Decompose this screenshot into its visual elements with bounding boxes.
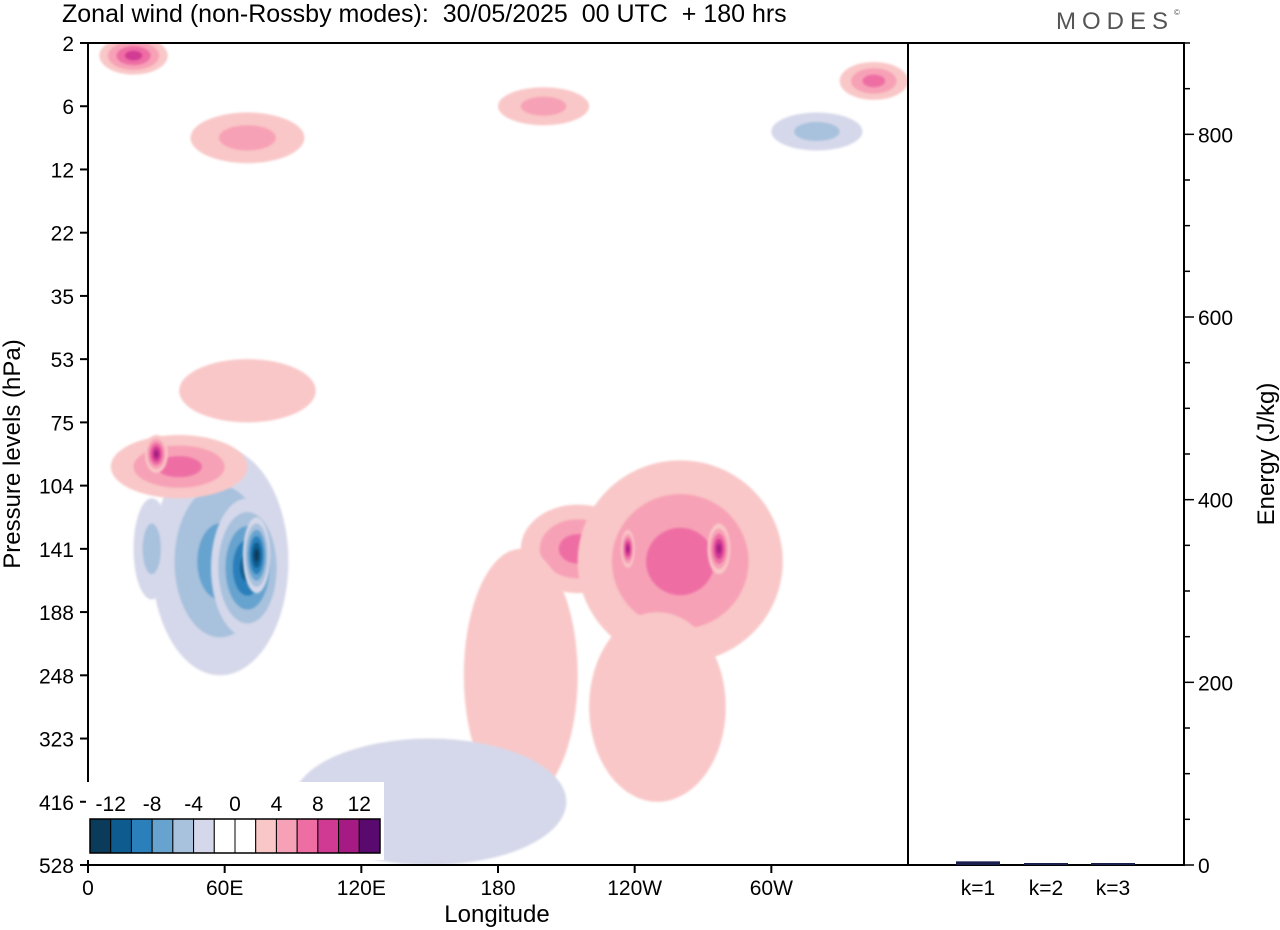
colorbar-label: -4 — [184, 793, 203, 816]
energy-bar-label: k=3 — [1096, 877, 1130, 900]
colorbar-swatch — [255, 818, 277, 854]
x-tick-label: 120W — [607, 877, 662, 900]
x-axis-label: Longitude — [444, 901, 549, 928]
colorbar-swatch — [213, 818, 236, 854]
colorbar-swatch — [172, 818, 195, 854]
colorbar-label: 8 — [312, 793, 324, 816]
y-tick-label: 248 — [39, 665, 74, 688]
wind-region — [589, 612, 726, 802]
energy-axis: 0 200 400 600 800 — [1184, 42, 1233, 878]
energy-tick-label: 600 — [1198, 307, 1233, 330]
x-axis: 0 60E 120E 180 120W 60W — [82, 865, 793, 900]
energy-tick-label: 800 — [1198, 124, 1233, 147]
y-tick-label: 12 — [51, 159, 74, 182]
energy-bar-label: k=2 — [1029, 877, 1063, 900]
wind-region — [794, 122, 840, 142]
y-axis: 2 6 12 22 35 53 75 104 141 188 248 323 416 528 — [39, 33, 88, 878]
wind-region — [254, 548, 259, 562]
energy-tick-label: 200 — [1198, 672, 1233, 695]
wind-region — [142, 523, 161, 575]
colorbar-swatch — [358, 818, 381, 854]
logo-text: MODES — [1056, 8, 1175, 35]
y-tick-label: 104 — [39, 476, 74, 499]
x-tick-label: 0 — [82, 877, 94, 900]
y-tick-label: 416 — [39, 792, 74, 815]
wind-contours — [99, 43, 908, 865]
logo-mark: © — [1174, 8, 1180, 17]
energy-tick-label: 400 — [1198, 490, 1233, 513]
colorbar: -12 -8 -4 0 4 8 12 — [86, 782, 384, 860]
colorbar-label: 0 — [229, 793, 241, 816]
y-tick-label: 2 — [62, 33, 74, 56]
wind-region — [154, 450, 159, 458]
y-axis-label: Pressure levels (hPa) — [0, 339, 26, 568]
colorbar-swatch — [130, 818, 153, 854]
y-tick-label: 188 — [39, 602, 74, 625]
x-tick-label: 120E — [337, 877, 386, 900]
colorbar-swatch — [110, 818, 132, 854]
wind-field-plot — [88, 43, 908, 865]
wind-region — [463, 548, 578, 802]
wind-region — [125, 50, 143, 61]
colorbar-label: 12 — [348, 793, 371, 816]
colorbar-swatch — [151, 818, 174, 854]
wind-region — [716, 543, 722, 554]
colorbar-label: 4 — [271, 793, 283, 816]
energy-bar — [956, 861, 1000, 865]
modes-logo: MODES© — [1056, 8, 1180, 36]
y-tick-label: 53 — [51, 349, 74, 372]
energy-bar-label: k=1 — [961, 877, 995, 900]
colorbar-swatch — [296, 818, 319, 854]
colorbar-swatch — [234, 818, 257, 854]
energy-bar — [1091, 863, 1135, 865]
colorbar-label: -8 — [143, 793, 162, 816]
colorbar-swatch — [89, 818, 112, 854]
energy-axis-label: Energy (J/kg) — [1253, 383, 1280, 526]
x-tick-label: 60E — [206, 877, 243, 900]
y-tick-label: 22 — [51, 223, 74, 246]
colorbar-swatch — [275, 818, 298, 854]
y-tick-label: 35 — [51, 286, 74, 309]
y-tick-label: 6 — [62, 96, 74, 119]
x-tick-label: 60W — [750, 877, 793, 900]
y-tick-label: 75 — [51, 412, 74, 435]
energy-panel — [907, 42, 1185, 866]
energy-bar — [1024, 863, 1068, 865]
wind-region — [156, 456, 202, 478]
y-tick-label: 323 — [39, 729, 74, 752]
colorbar-swatch — [317, 818, 340, 854]
colorbar-label: -12 — [96, 793, 126, 816]
colorbar-swatch — [338, 818, 360, 854]
colorbar-frame — [89, 818, 381, 854]
colorbar-swatch — [193, 818, 215, 854]
chart-title: Zonal wind (non-Rossby modes): 30/05/202… — [62, 0, 787, 28]
x-tick-label: 180 — [480, 877, 515, 900]
wind-region — [179, 359, 316, 423]
wind-region — [626, 545, 630, 553]
energy-bars: k=1 k=2 k=3 — [956, 861, 1135, 900]
wind-region — [646, 527, 715, 596]
wind-region — [520, 96, 567, 116]
wind-region — [218, 125, 276, 151]
energy-tick-label: 0 — [1198, 855, 1210, 878]
wind-region — [862, 74, 886, 88]
y-tick-label: 141 — [39, 539, 74, 562]
y-tick-label: 528 — [39, 855, 74, 878]
